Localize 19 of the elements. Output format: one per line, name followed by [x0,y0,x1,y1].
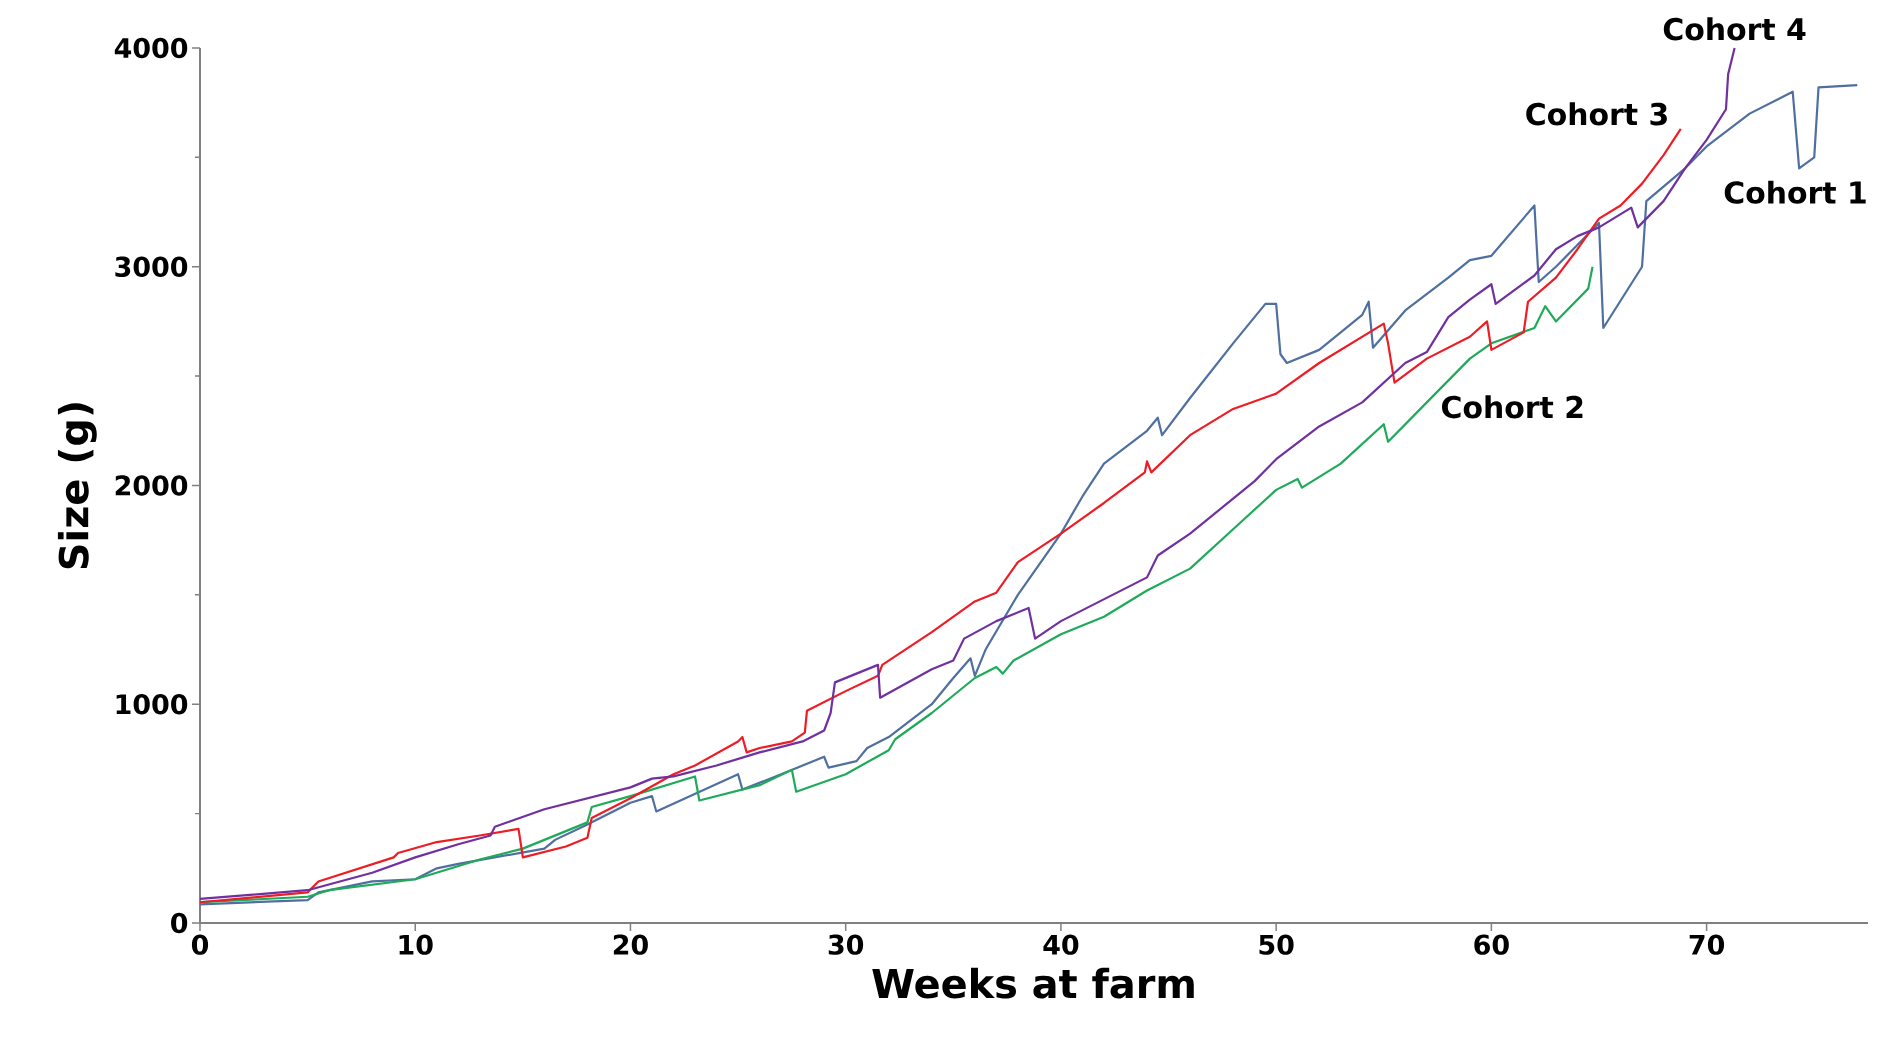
series-label: Cohort 4 [1663,17,1806,41]
x-tick-label: 50 [1259,934,1294,955]
series-label: Cohort 1 [1724,180,1866,204]
x-tick-label: 10 [399,934,433,955]
y-tick-label: 4000 [114,37,188,59]
series-label: Cohort 3 [1526,102,1667,126]
x-tick-label: 20 [613,934,648,955]
y-axis-title: Size (g) [57,403,97,569]
y-tick-label: 0 [171,912,188,934]
series-label: Cohort 2 [1441,395,1583,419]
x-tick-label: 30 [828,934,864,955]
x-tick-label: 60 [1474,934,1509,955]
x-tick-label: 0 [191,934,209,955]
y-tick-label: 3000 [115,256,188,277]
x-axis-title: Weeks at farm [872,967,1194,999]
y-tick-label: 2000 [115,475,188,496]
y-tick-label: 1000 [116,694,188,715]
x-tick-label: 40 [1043,934,1079,955]
x-tick-label: 70 [1689,934,1725,955]
